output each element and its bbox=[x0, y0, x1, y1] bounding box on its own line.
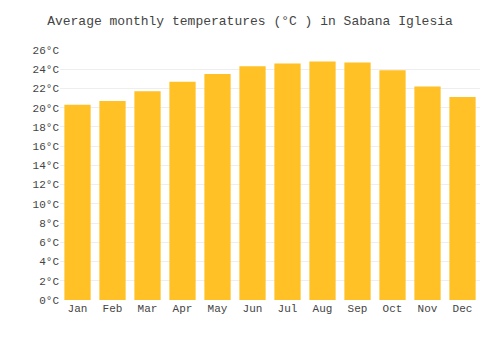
svg-text:6°C: 6°C bbox=[39, 237, 59, 249]
svg-text:Jan: Jan bbox=[68, 303, 88, 315]
svg-text:Average monthly temperatures (: Average monthly temperatures (°C ) in Sa… bbox=[47, 14, 453, 29]
svg-text:14°C: 14°C bbox=[33, 160, 60, 172]
svg-text:Apr: Apr bbox=[173, 303, 193, 315]
svg-text:24°C: 24°C bbox=[33, 64, 60, 76]
svg-text:18°C: 18°C bbox=[33, 122, 60, 134]
svg-text:0°C: 0°C bbox=[39, 295, 59, 307]
svg-text:8°C: 8°C bbox=[39, 218, 59, 230]
svg-text:10°C: 10°C bbox=[33, 199, 60, 211]
svg-text:20°C: 20°C bbox=[33, 103, 60, 115]
svg-text:26°C: 26°C bbox=[33, 45, 60, 57]
svg-text:Jun: Jun bbox=[243, 303, 263, 315]
svg-text:Feb: Feb bbox=[103, 303, 123, 315]
svg-text:22°C: 22°C bbox=[33, 83, 60, 95]
svg-text:May: May bbox=[208, 303, 228, 315]
svg-text:Mar: Mar bbox=[138, 303, 158, 315]
svg-text:Nov: Nov bbox=[418, 303, 438, 315]
svg-text:2°C: 2°C bbox=[39, 276, 59, 288]
svg-text:Aug: Aug bbox=[313, 303, 333, 315]
svg-text:16°C: 16°C bbox=[33, 141, 60, 153]
svg-text:Sep: Sep bbox=[348, 303, 368, 315]
svg-text:Dec: Dec bbox=[453, 303, 473, 315]
svg-text:Oct: Oct bbox=[383, 303, 403, 315]
svg-text:Jul: Jul bbox=[278, 303, 298, 315]
svg-text:12°C: 12°C bbox=[33, 179, 60, 191]
svg-text:4°C: 4°C bbox=[39, 256, 59, 268]
